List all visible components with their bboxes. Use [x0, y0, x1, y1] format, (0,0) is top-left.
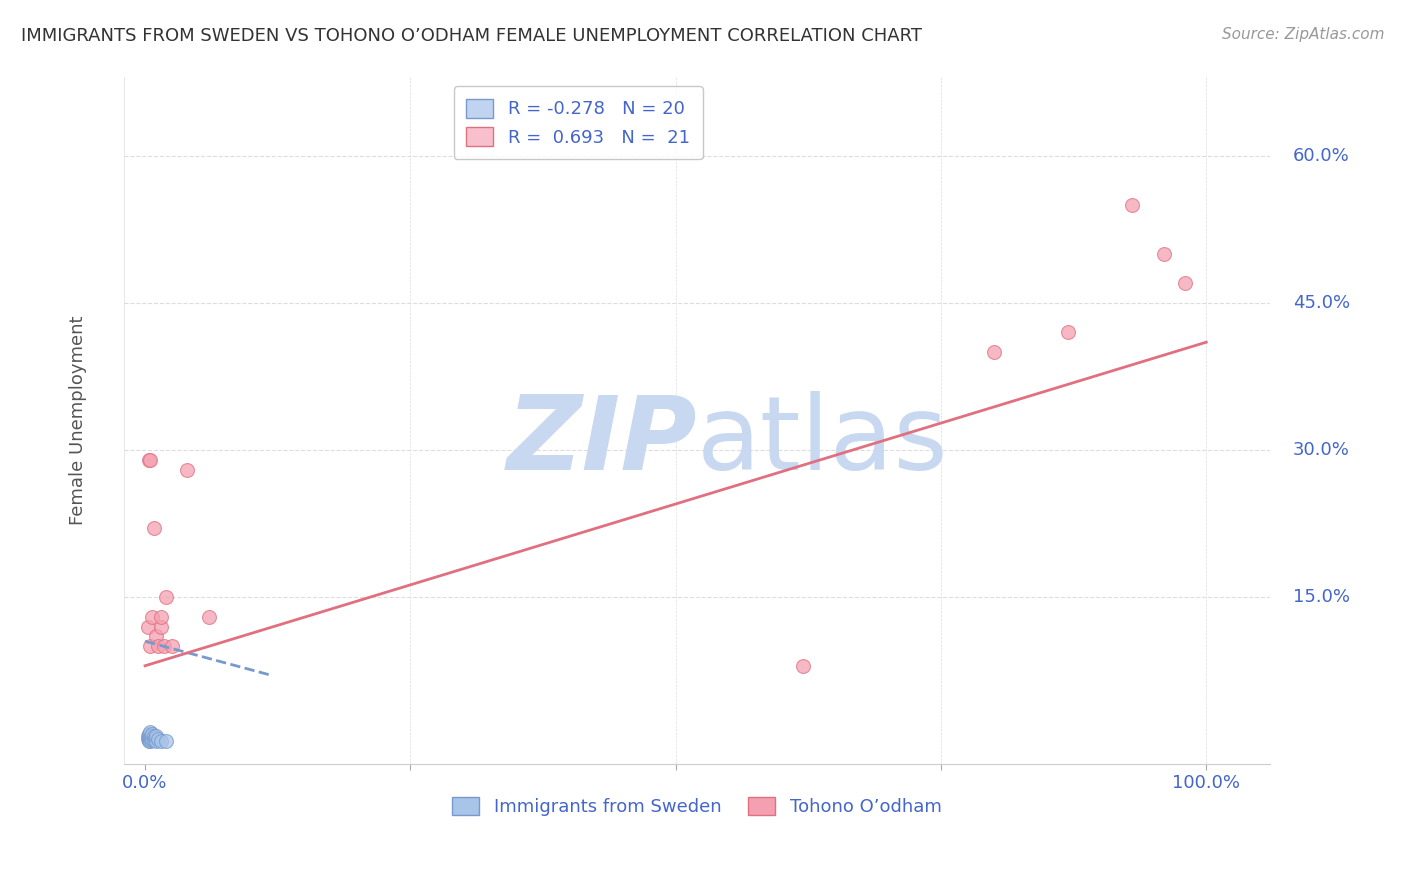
Point	[155, 734, 177, 748]
Point	[141, 732, 163, 747]
Point	[138, 727, 160, 741]
Point	[141, 609, 163, 624]
Point	[142, 521, 165, 535]
Point	[149, 734, 172, 748]
Point	[139, 734, 162, 748]
Point	[139, 725, 162, 739]
Point	[149, 619, 172, 633]
Point	[139, 639, 162, 653]
Point	[176, 463, 198, 477]
Text: IMMIGRANTS FROM SWEDEN VS TOHONO O’ODHAM FEMALE UNEMPLOYMENT CORRELATION CHART: IMMIGRANTS FROM SWEDEN VS TOHONO O’ODHAM…	[21, 27, 922, 45]
Text: Female Unemployment: Female Unemployment	[69, 316, 87, 525]
Text: 15.0%: 15.0%	[1294, 588, 1350, 607]
Point	[1057, 326, 1080, 340]
Point	[138, 734, 160, 748]
Point	[136, 619, 159, 633]
Point	[197, 609, 219, 624]
Point	[146, 732, 169, 747]
Text: 45.0%: 45.0%	[1294, 294, 1350, 312]
Point	[136, 732, 159, 747]
Point	[143, 731, 166, 746]
Point	[141, 727, 163, 741]
Point	[138, 731, 160, 746]
Text: 30.0%: 30.0%	[1294, 441, 1350, 459]
Point	[138, 453, 160, 467]
Point	[160, 639, 183, 653]
Point	[145, 734, 167, 748]
Point	[1121, 198, 1143, 212]
Point	[142, 733, 165, 747]
Point	[792, 658, 814, 673]
Point	[1153, 247, 1175, 261]
Text: Source: ZipAtlas.com: Source: ZipAtlas.com	[1222, 27, 1385, 42]
Point	[141, 733, 163, 747]
Point	[145, 629, 167, 643]
Point	[142, 730, 165, 744]
Text: atlas: atlas	[697, 391, 949, 491]
Point	[153, 639, 176, 653]
Text: ZIP: ZIP	[506, 391, 697, 491]
Point	[136, 730, 159, 744]
Point	[155, 590, 177, 604]
Point	[983, 345, 1005, 359]
Legend: Immigrants from Sweden, Tohono O’odham: Immigrants from Sweden, Tohono O’odham	[444, 789, 949, 823]
Point	[139, 453, 162, 467]
Text: 60.0%: 60.0%	[1294, 147, 1350, 165]
Point	[141, 730, 163, 744]
Point	[139, 731, 162, 745]
Point	[149, 609, 172, 624]
Point	[145, 730, 167, 744]
Point	[1174, 277, 1197, 291]
Point	[146, 639, 169, 653]
